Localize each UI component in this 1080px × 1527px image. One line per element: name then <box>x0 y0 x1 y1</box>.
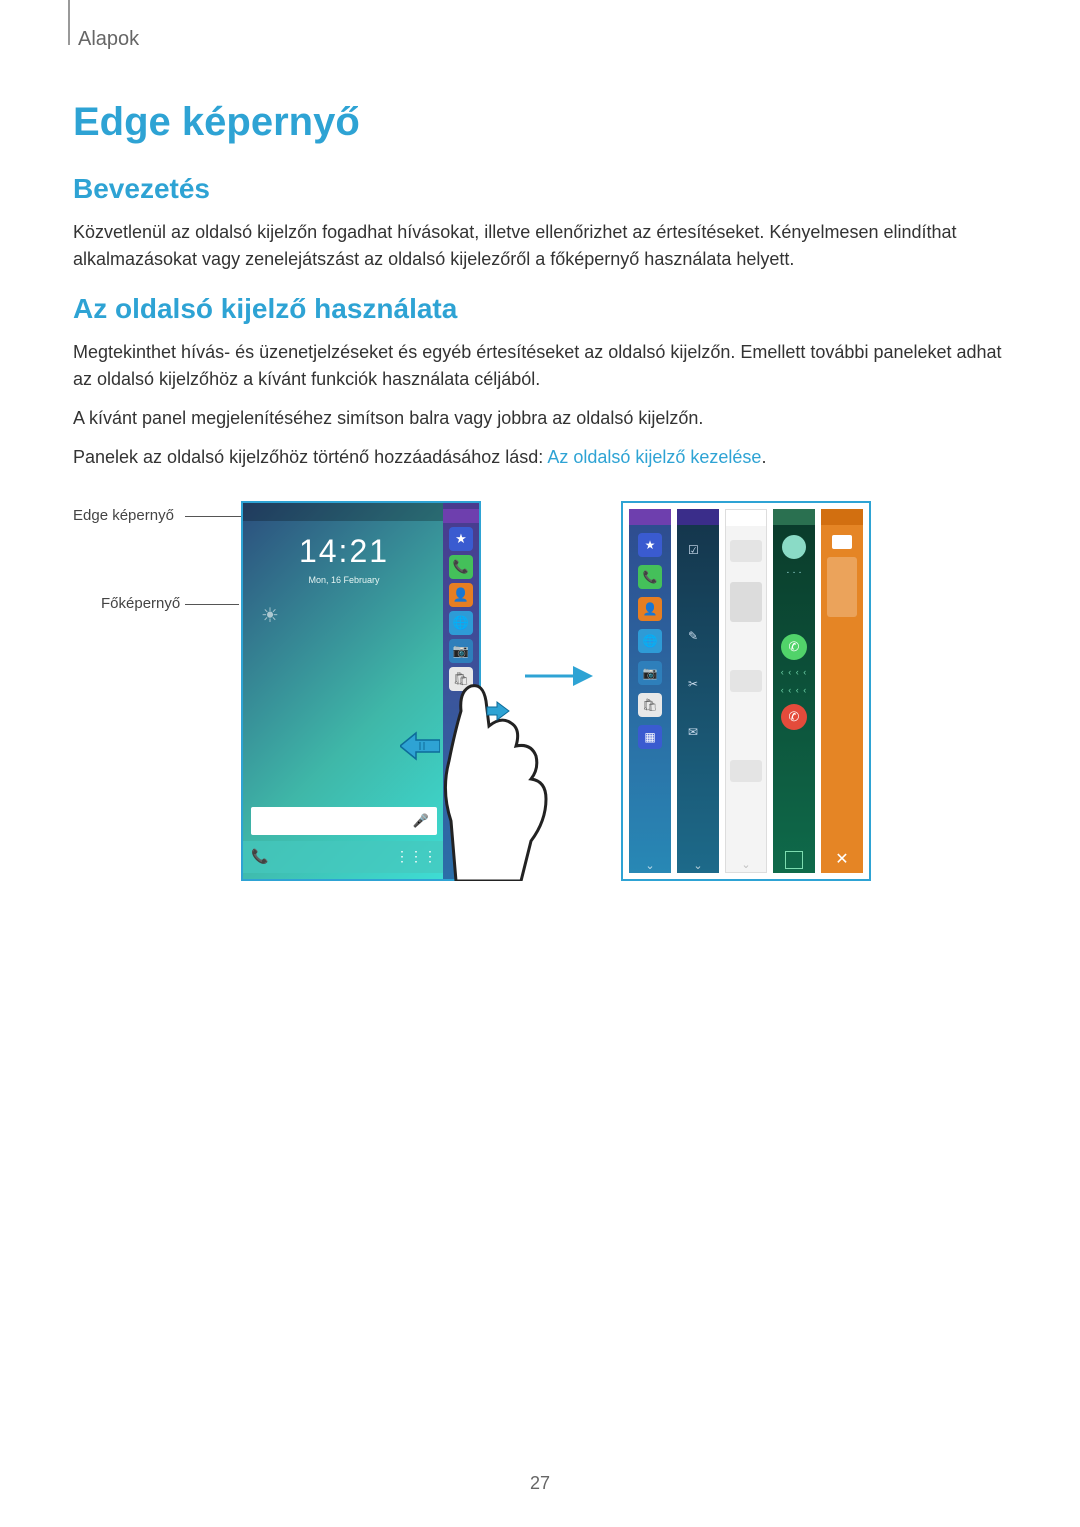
mic-icon: 🎤 <box>413 813 429 829</box>
close-icon: ✕ <box>835 849 848 869</box>
usage-paragraph-3: Panelek az oldalsó kijelzőhöz történő ho… <box>73 444 1007 471</box>
page-number: 27 <box>0 1473 1080 1494</box>
phone-icon: 📞 <box>449 555 473 579</box>
section-label: Alapok <box>78 28 139 51</box>
mail-icon: ✉ <box>688 725 708 745</box>
star-icon: ★ <box>449 527 473 551</box>
edge-panels-overview: ★ 📞 👤 🌐 📷 🛍 ▦ ⌄ ☑ ✎ ✂ ✉ <box>621 501 871 881</box>
dots-icon: · · · <box>786 567 802 578</box>
link-edge-manage[interactable]: Az oldalsó kijelző kezelése <box>547 447 761 467</box>
phone-homescreen: 14:21 Mon, 16 February ☀ 🎤 📞 ⋮⋮⋮ <box>243 503 445 879</box>
heading-usage: Az oldalsó kijelző használata <box>73 293 1007 325</box>
globe-icon: 🌐 <box>638 629 662 653</box>
grid-icon: ▦ <box>638 725 662 749</box>
label-edge-screen: Edge képernyő <box>73 507 174 524</box>
contact-icon: 👤 <box>449 583 473 607</box>
notification-content <box>827 557 857 617</box>
chevron-down-icon: ⌄ <box>629 859 671 873</box>
panel-notification: ✕ <box>821 509 863 873</box>
cut-icon: ✂ <box>688 677 708 697</box>
star-icon: ★ <box>638 533 662 557</box>
answer-call-icon: ✆ <box>781 634 807 660</box>
swipe-hint-icon: ‹ ‹ ‹ ‹ <box>781 668 808 678</box>
contact-icon: 👤 <box>638 597 662 621</box>
camera-icon: 📷 <box>638 661 662 685</box>
envelope-icon <box>832 535 852 549</box>
section-border <box>68 0 70 45</box>
usage-paragraph-1: Megtekinthet hívás- és üzenetjelzéseket … <box>73 339 1007 393</box>
usage-p3-prefix: Panelek az oldalsó kijelzőhöz történő ho… <box>73 447 547 467</box>
avatar-icon <box>782 535 806 559</box>
list-item <box>730 670 762 692</box>
search-bar: 🎤 <box>251 807 437 835</box>
panel-apps: ★ 📞 👤 🌐 📷 🛍 ▦ ⌄ <box>629 509 671 873</box>
list-item <box>730 540 762 562</box>
date-text: Mon, 16 February <box>243 575 445 585</box>
label-main-screen: Főképernyő <box>101 595 180 612</box>
panel-list: ⌄ <box>725 509 767 873</box>
camera-icon: 📷 <box>449 639 473 663</box>
swipe-hint-icon: ‹ ‹ ‹ ‹ <box>781 686 808 696</box>
intro-paragraph: Közvetlenül az oldalsó kijelzőn fogadhat… <box>73 219 1007 273</box>
panel-header <box>677 509 719 525</box>
check-icon: ☑ <box>688 543 708 563</box>
clock-text: 14:21 <box>243 533 445 570</box>
page-title: Edge képernyő <box>73 100 1007 145</box>
panel-call: · · · ✆ ‹ ‹ ‹ ‹ ‹ ‹ ‹ ‹ ✆ <box>773 509 815 873</box>
usage-p3-suffix: . <box>761 447 766 467</box>
list-item <box>730 582 762 622</box>
chevron-down-icon: ⌄ <box>677 859 719 873</box>
panel-header <box>629 509 671 525</box>
globe-icon: 🌐 <box>449 611 473 635</box>
pen-icon: ✎ <box>688 629 708 649</box>
panel-header <box>773 509 815 525</box>
panel-header <box>726 510 766 526</box>
arrow-right-icon <box>523 661 593 691</box>
panel-header <box>821 509 863 525</box>
phone-icon: 📞 <box>251 848 268 865</box>
heading-intro: Bevezetés <box>73 173 1007 205</box>
page-content: Edge képernyő Bevezetés Közvetlenül az o… <box>73 100 1007 921</box>
list-item <box>730 760 762 782</box>
usage-paragraph-2: A kívánt panel megjelenítéséhez simítson… <box>73 405 1007 432</box>
figure-area: Edge képernyő Főképernyő 14:21 Mon, 16 F… <box>73 501 1007 921</box>
leader-line <box>185 516 243 517</box>
dock-bar: 📞 ⋮⋮⋮ <box>243 841 445 873</box>
leader-line <box>185 604 239 605</box>
decline-call-icon: ✆ <box>781 704 807 730</box>
status-bar <box>243 503 445 521</box>
phone-icon: 📞 <box>638 565 662 589</box>
hand-illustration <box>431 671 561 881</box>
edge-panel-header <box>443 509 479 523</box>
shop-icon: 🛍 <box>638 693 662 717</box>
weather-icon: ☀ <box>261 603 279 628</box>
chevron-down-icon: ⌄ <box>726 858 766 872</box>
panel-tools: ☑ ✎ ✂ ✉ ⌄ <box>677 509 719 873</box>
message-icon <box>785 851 803 869</box>
